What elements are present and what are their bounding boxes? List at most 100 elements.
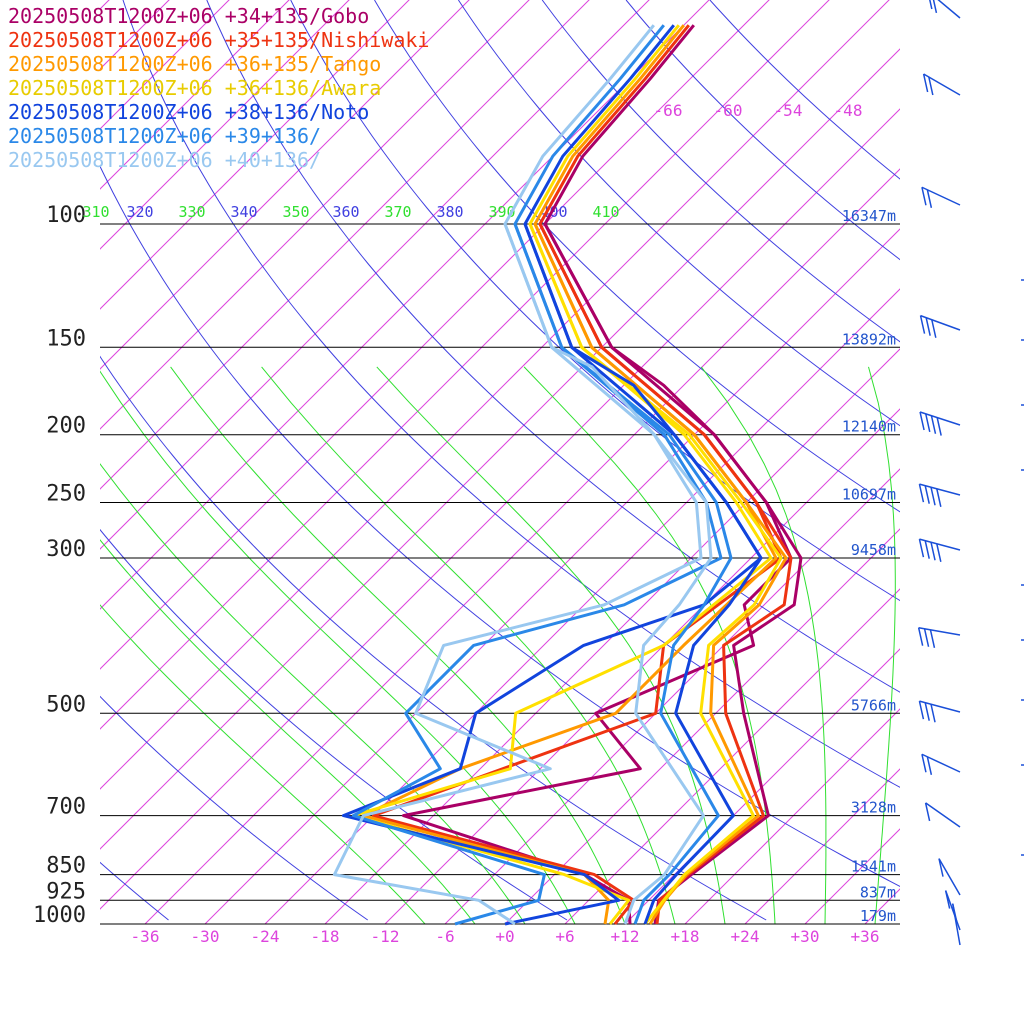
isotherm-line [100,0,650,550]
dewpoint-profile-3 [351,223,773,925]
isotherm-line [100,0,530,430]
isotherm-line [684,708,900,924]
dry-adiabat-line [709,0,900,180]
isotherm-line [925,0,1024,924]
wind-barb [922,73,961,96]
pressure-label: 150 [46,326,86,351]
temp-tick-label: +0 [495,927,514,946]
height-label: 179m [860,907,896,925]
height-label: 837m [860,883,896,901]
isotherm-line [100,0,890,790]
isotherm-line [100,0,590,490]
legend-entry-39-136: 20250508T1200Z+06 +39+136/ [8,124,322,148]
legend-entry-tango: 20250508T1200Z+06 +36+135/Tango [8,52,382,76]
upper-temp-label: -66 [654,101,683,120]
height-label: 13892m [842,330,896,348]
theta-label: 370 [384,203,411,221]
temp-tick-label: +12 [611,927,640,946]
theta-label: 360 [332,203,359,221]
height-label: 1541m [851,858,896,876]
isotherm-line [100,0,830,730]
temp-tick-label: -24 [251,927,280,946]
isotherm-line [804,828,900,924]
temp-tick-label: -18 [311,927,340,946]
temp-tick-label: +36 [851,927,880,946]
dry-adiabat-line [625,0,900,261]
temp-tick-label: +18 [671,927,700,946]
dry-adiabat-line [100,528,568,921]
height-label: 5766m [851,696,896,714]
temp-tick-label: -6 [435,927,454,946]
pressure-label: 925 [46,879,86,904]
dry-adiabat-line [206,0,900,693]
moist-adiabat-line [700,366,827,924]
legend-entry-40-136: 20250508T1200Z+06 +40+136/ [8,148,322,172]
wind-barb [951,903,961,946]
theta-label: 400 [540,203,567,221]
isotherm-line [100,0,770,670]
theta-label: 410 [592,203,619,221]
dry-adiabat-line [122,0,900,788]
wind-barb [944,890,961,931]
dewpoint-profile-5 [351,223,723,926]
temperature-profile-2 [533,24,788,925]
dry-adiabat-line [541,0,900,343]
isotherm-line [264,288,900,924]
isotherm-line [100,48,900,850]
legend-entry-noto: 20250508T1200Z+06 +38+136/Noto [8,100,370,124]
temperature-profile-4 [523,24,763,925]
wind-barb [918,700,961,723]
isotherm-line [100,0,350,250]
dry-adiabat-line [374,0,900,513]
legend-entry-nishiwaki: 20250508T1200Z+06 +35+135/Nishiwaki [8,28,430,52]
wind-barb [919,314,961,338]
wind-barb [924,802,961,828]
upper-temp-label: -54 [774,101,803,120]
height-label: 10697m [842,486,896,504]
isotherm-line [100,0,290,190]
temp-tick-label: +30 [791,927,820,946]
temp-tick-label: -36 [131,927,160,946]
wind-barb [921,186,961,208]
dry-adiabat-line [100,355,767,921]
pressure-label: 200 [46,414,86,439]
isotherm-line [144,168,900,924]
pressure-label: 300 [46,537,86,562]
moist-adiabat-line [100,604,426,924]
wind-barb [918,483,961,507]
temp-tick-label: +24 [731,927,760,946]
pressure-label: 1000 [33,903,86,928]
temperature-profile-6 [503,24,713,925]
moist-adiabat-line [170,366,626,924]
pressure-label: 700 [46,795,86,820]
wind-barb [921,753,961,775]
theta-label: 350 [282,203,309,221]
theta-label: 310 [82,203,109,221]
temp-tick-label: -12 [371,927,400,946]
isotherm-line [100,0,410,310]
isotherm-line [504,528,900,924]
height-label: 9458m [851,541,896,559]
isotherm-line [324,348,900,924]
wind-barb [929,0,961,19]
height-label: 3128m [851,799,896,817]
pressure-label: 100 [46,203,86,228]
isotherm-line [100,0,470,370]
legend: 20250508T1200Z+06 +34+135/Gobo 20250508T… [8,4,429,172]
wind-barb [938,858,961,896]
theta-label: 320 [126,203,153,221]
legend-entry-awara: 20250508T1200Z+06 +36+136/Awara [8,76,382,100]
theta-label: 380 [436,203,463,221]
isotherm-line [444,468,900,924]
dry-adiabat-line [100,695,368,921]
isotherm-line [100,108,900,910]
temperature-profile-5 [513,24,733,925]
moist-adiabat-line [868,366,896,924]
temp-tick-label: +6 [555,927,574,946]
isotherm-line [564,588,900,924]
pressure-label: 500 [46,692,86,717]
wind-barb [917,626,961,648]
isotherm-line [624,648,900,924]
